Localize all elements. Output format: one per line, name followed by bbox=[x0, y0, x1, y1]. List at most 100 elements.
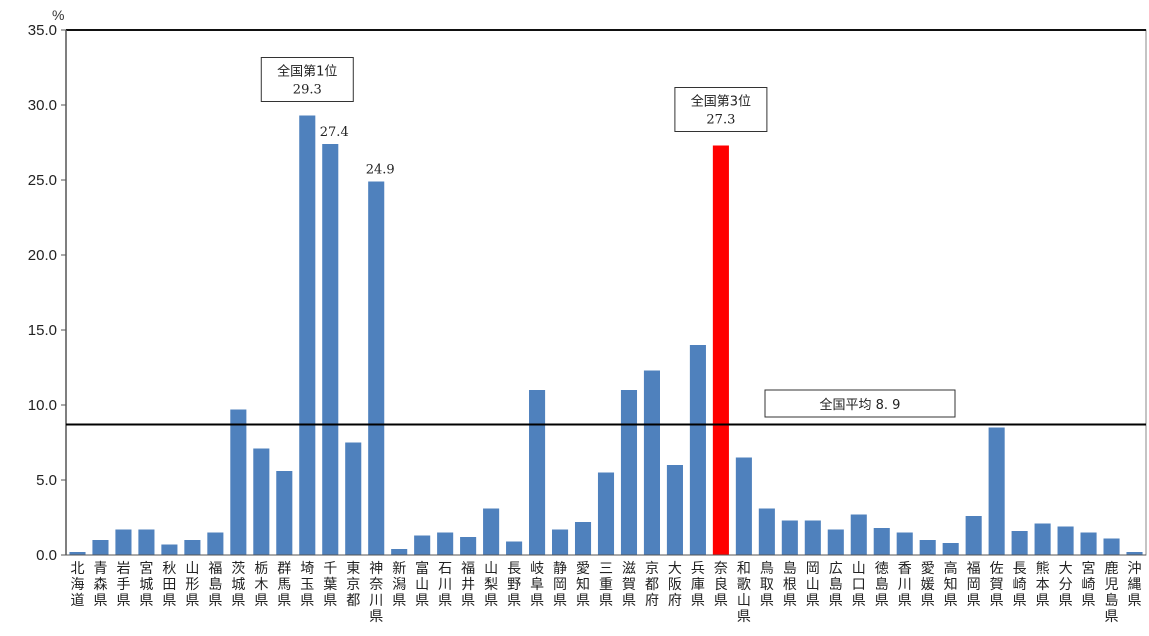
category-label: 岡山県 bbox=[806, 561, 820, 609]
y-tick-label: 15.0 bbox=[28, 322, 57, 339]
y-unit-label: % bbox=[52, 7, 64, 23]
category-label: 大阪府 bbox=[668, 561, 682, 609]
category-label: 東京都 bbox=[346, 561, 360, 609]
bar-31 bbox=[758, 508, 775, 555]
category-label: 茨城県 bbox=[231, 561, 245, 609]
category-label: 山口県 bbox=[852, 561, 866, 609]
category-label: 宮城県 bbox=[139, 561, 153, 609]
bar-14 bbox=[368, 181, 385, 555]
category-label: 京都府 bbox=[645, 561, 659, 609]
category-label: 兵庫県 bbox=[691, 561, 705, 609]
y-tick-label: 35.0 bbox=[28, 22, 57, 39]
bar-43 bbox=[1034, 523, 1051, 555]
category-label: 鹿児島県 bbox=[1105, 560, 1119, 625]
callout-box bbox=[674, 87, 768, 132]
bar-5 bbox=[161, 544, 178, 555]
bar-25 bbox=[620, 390, 638, 555]
category-label: 和歌山県 bbox=[737, 561, 751, 625]
bar-41 bbox=[988, 427, 1005, 555]
bar-35 bbox=[850, 514, 867, 555]
y-tick-label: 30.0 bbox=[28, 97, 57, 114]
bar-18 bbox=[460, 537, 477, 555]
bar-20 bbox=[506, 541, 523, 555]
category-label: 石川県 bbox=[438, 561, 452, 609]
bar-17 bbox=[437, 532, 454, 555]
bar-33 bbox=[804, 520, 821, 555]
bar-4 bbox=[138, 529, 155, 555]
bar-19 bbox=[483, 508, 500, 555]
bar-36 bbox=[873, 528, 890, 555]
callout-value: 29.3 bbox=[293, 83, 322, 98]
bar-28 bbox=[689, 345, 706, 555]
bar-24 bbox=[597, 472, 615, 555]
category-label: 岐阜県 bbox=[530, 561, 544, 609]
category-label: 大分県 bbox=[1059, 561, 1073, 609]
bar-23 bbox=[574, 522, 592, 555]
y-tick-label: 10.0 bbox=[28, 397, 57, 414]
callout-title: 全国第3位 bbox=[691, 94, 751, 110]
bar-21 bbox=[529, 390, 546, 555]
category-label: 埼玉県 bbox=[300, 561, 314, 609]
bar-12 bbox=[322, 144, 339, 555]
bar-9 bbox=[253, 448, 270, 555]
category-label: 香川県 bbox=[898, 561, 912, 609]
category-label: 三重県 bbox=[599, 561, 613, 609]
category-label: 神奈川県 bbox=[369, 561, 383, 625]
bar-27 bbox=[666, 465, 683, 555]
category-label: 島根県 bbox=[783, 561, 797, 609]
category-label: 青森県 bbox=[93, 561, 107, 609]
bar-38 bbox=[919, 540, 936, 555]
category-label: 千葉県 bbox=[323, 561, 337, 609]
y-tick-label: 5.0 bbox=[36, 472, 57, 489]
y-tick-label: 20.0 bbox=[28, 247, 57, 264]
callout-value: 27.3 bbox=[706, 113, 735, 128]
bar-22 bbox=[552, 529, 569, 555]
y-tick-label: 25.0 bbox=[28, 172, 57, 189]
category-label: 山梨県 bbox=[484, 561, 498, 609]
data-label: 24.9 bbox=[366, 163, 395, 178]
category-label: 宮崎県 bbox=[1082, 561, 1096, 609]
bar-3 bbox=[115, 529, 132, 555]
category-label: 山形県 bbox=[185, 561, 199, 609]
category-label: 群馬県 bbox=[277, 561, 291, 609]
bar-30 bbox=[735, 457, 752, 555]
category-label: 滋賀県 bbox=[622, 561, 636, 609]
average-label: 全国平均 8. 9 bbox=[820, 397, 901, 413]
y-tick-label: 0.0 bbox=[36, 547, 57, 564]
category-label: 福島県 bbox=[208, 561, 222, 609]
bar-37 bbox=[896, 532, 913, 555]
category-label: 北海道 bbox=[70, 561, 84, 609]
bar-39 bbox=[942, 543, 959, 555]
category-label: 秋田県 bbox=[162, 561, 176, 609]
bar-10 bbox=[276, 471, 293, 555]
callout-title: 全国第1位 bbox=[277, 64, 337, 80]
bar-46 bbox=[1103, 538, 1120, 555]
category-label: 岩手県 bbox=[116, 561, 130, 609]
category-label: 鳥取県 bbox=[760, 561, 774, 609]
callout-box bbox=[260, 57, 354, 102]
average-label-box bbox=[764, 389, 956, 418]
bar-8 bbox=[230, 409, 247, 555]
category-label: 愛媛県 bbox=[921, 561, 935, 609]
bar-29 bbox=[712, 145, 729, 555]
bar-26 bbox=[643, 370, 660, 555]
data-label: 27.4 bbox=[320, 125, 349, 140]
category-label: 新潟県 bbox=[392, 561, 406, 609]
category-label: 富山県 bbox=[415, 560, 429, 609]
category-label: 静岡県 bbox=[553, 561, 567, 609]
bar-1 bbox=[69, 552, 86, 555]
category-label: 愛知県 bbox=[576, 561, 590, 609]
bar-2 bbox=[92, 540, 109, 555]
bar-34 bbox=[827, 529, 844, 555]
bar-16 bbox=[414, 535, 431, 555]
bar-47 bbox=[1126, 552, 1143, 555]
bar-44 bbox=[1057, 526, 1074, 555]
bar-32 bbox=[781, 520, 798, 555]
bar-45 bbox=[1080, 532, 1097, 555]
category-label: 広島県 bbox=[829, 561, 843, 609]
category-label: 奈良県 bbox=[714, 561, 728, 609]
category-label: 熊本県 bbox=[1036, 561, 1050, 609]
category-label: 長崎県 bbox=[1013, 561, 1027, 609]
